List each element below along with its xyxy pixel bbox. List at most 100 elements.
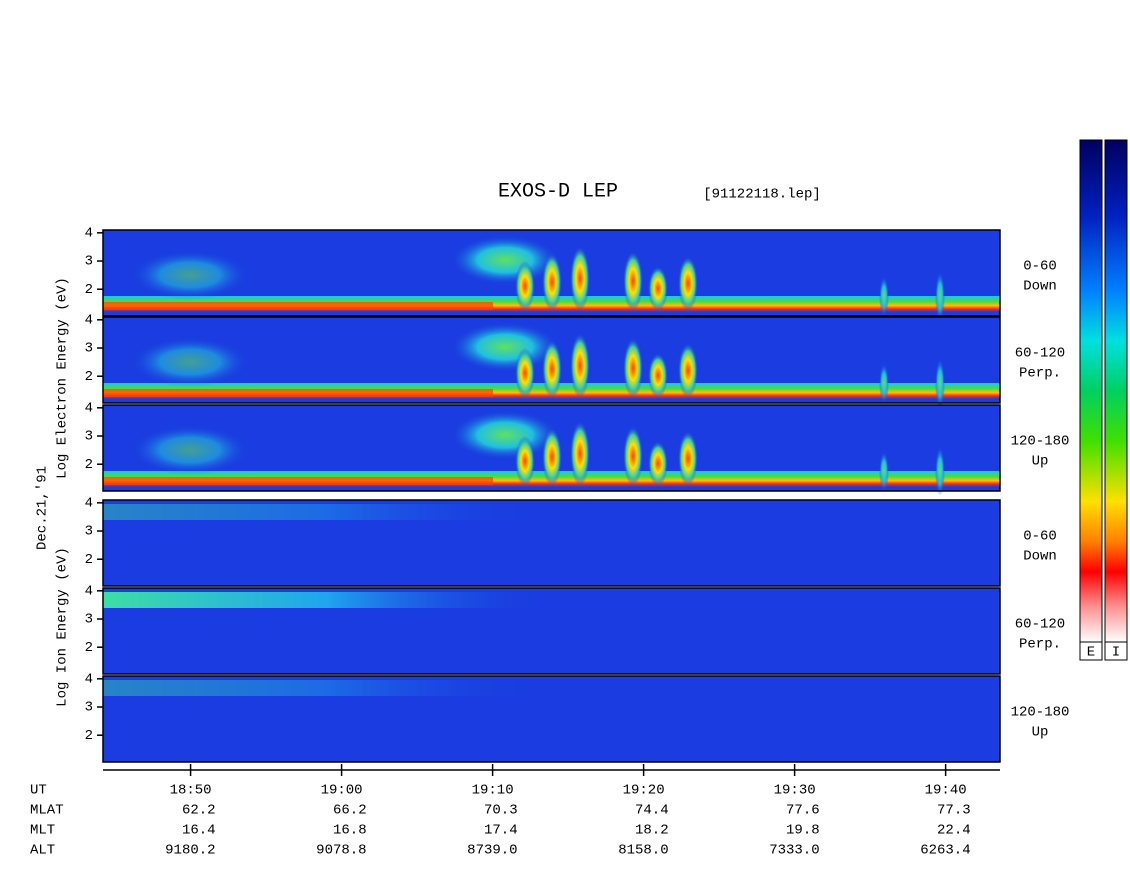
orbit-row-label: UT bbox=[30, 783, 47, 799]
orbit-value: 22.4 bbox=[937, 823, 971, 839]
x-tick-label: 19:10 bbox=[472, 783, 514, 799]
spectrogram-band bbox=[103, 504, 553, 520]
colorbar-box bbox=[1104, 641, 1128, 661]
panel-frame bbox=[102, 499, 1001, 587]
orbit-value: 19.8 bbox=[786, 823, 820, 839]
x-tick-label: 19:20 bbox=[623, 783, 665, 799]
y-tick-label: 2 bbox=[85, 552, 93, 568]
panel-frame bbox=[102, 675, 1001, 763]
panel-label: Up bbox=[1032, 725, 1049, 741]
orbit-value: 17.4 bbox=[484, 823, 518, 839]
orbit-value: 6263.4 bbox=[920, 843, 970, 859]
y-tick-label: 2 bbox=[85, 457, 93, 473]
orbit-row-label: MLT bbox=[30, 823, 55, 839]
y-tick-label: 4 bbox=[85, 226, 93, 242]
spectrogram-feature bbox=[130, 337, 250, 387]
spectrogram-band bbox=[103, 477, 493, 485]
y-axis-label: Log Electron Energy (eV) bbox=[55, 277, 71, 479]
y-tick-label: 3 bbox=[85, 254, 93, 270]
panel-label: 0-60 bbox=[1023, 259, 1057, 275]
orbit-value: 18.2 bbox=[635, 823, 669, 839]
x-tick-label: 19:40 bbox=[925, 783, 967, 799]
spectrogram-feature bbox=[879, 451, 889, 491]
panel-frame bbox=[102, 229, 1001, 317]
spectrogram-feature bbox=[570, 333, 590, 398]
y-tick-label: 2 bbox=[85, 640, 93, 656]
x-tick-label: 19:00 bbox=[321, 783, 363, 799]
panel-label: Down bbox=[1023, 549, 1057, 565]
spectrogram-feature bbox=[570, 246, 590, 311]
y-tick-label: 3 bbox=[85, 429, 93, 445]
orbit-value: 77.6 bbox=[786, 803, 820, 819]
date-label: Dec.21,'91 bbox=[35, 466, 51, 550]
y-tick-label: 4 bbox=[85, 313, 93, 329]
spectrogram-feature bbox=[623, 338, 643, 398]
orbit-value: 9078.8 bbox=[316, 843, 366, 859]
orbit-value: 70.3 bbox=[484, 803, 518, 819]
spectrogram-feature bbox=[678, 343, 698, 398]
colorbar-label: I bbox=[1112, 645, 1120, 661]
x-tick-label: 18:50 bbox=[170, 783, 212, 799]
spectrogram-feature bbox=[648, 353, 668, 398]
spectrogram-feature bbox=[515, 436, 535, 486]
colorbar-label: E bbox=[1087, 645, 1095, 661]
spectrogram-feature bbox=[542, 428, 562, 486]
y-tick-label: 3 bbox=[85, 700, 93, 716]
orbit-value: 62.2 bbox=[182, 803, 216, 819]
spectrogram-feature bbox=[130, 425, 250, 475]
spectrogram-feature bbox=[542, 340, 562, 398]
spectrogram-feature bbox=[879, 363, 889, 403]
y-tick-label: 4 bbox=[85, 672, 93, 688]
colorbar-box bbox=[1079, 641, 1103, 661]
orbit-value: 74.4 bbox=[635, 803, 669, 819]
colorbar bbox=[1079, 139, 1103, 643]
spectrogram-feature bbox=[935, 271, 945, 321]
spectrogram-feature bbox=[678, 431, 698, 486]
orbit-value: 16.4 bbox=[182, 823, 216, 839]
y-tick-label: 3 bbox=[85, 341, 93, 357]
spectrogram-feature bbox=[542, 253, 562, 311]
panel-label: 0-60 bbox=[1023, 529, 1057, 545]
panel-label: 60-120 bbox=[1015, 346, 1065, 362]
spectrogram-feature bbox=[935, 446, 945, 496]
y-tick-label: 2 bbox=[85, 728, 93, 744]
spectrogram-feature bbox=[130, 250, 250, 300]
spectrogram-feature bbox=[515, 348, 535, 398]
spectrogram-feature bbox=[570, 421, 590, 486]
spectrogram-feature bbox=[678, 256, 698, 311]
y-tick-label: 2 bbox=[85, 369, 93, 385]
spectrogram-feature bbox=[879, 276, 889, 316]
panel-label: 120-180 bbox=[1011, 705, 1070, 721]
panel-label: 60-120 bbox=[1015, 617, 1065, 633]
orbit-value: 9180.2 bbox=[165, 843, 215, 859]
orbit-row-label: ALT bbox=[30, 843, 55, 859]
y-axis-label: Log Ion Energy (eV) bbox=[55, 547, 71, 707]
spectrogram-band bbox=[103, 592, 553, 608]
colorbar bbox=[1104, 139, 1128, 643]
spectrogram-feature bbox=[623, 426, 643, 486]
y-tick-label: 3 bbox=[85, 524, 93, 540]
y-tick-label: 2 bbox=[85, 282, 93, 298]
orbit-value: 7333.0 bbox=[769, 843, 819, 859]
spectrogram-band bbox=[103, 389, 493, 397]
orbit-row-label: MLAT bbox=[30, 803, 64, 819]
panel-label: Down bbox=[1023, 279, 1057, 295]
spectrogram-band bbox=[103, 680, 553, 696]
spectrogram-feature bbox=[648, 441, 668, 486]
panel-label: Perp. bbox=[1019, 366, 1061, 382]
orbit-value: 77.3 bbox=[937, 803, 971, 819]
orbit-value: 66.2 bbox=[333, 803, 367, 819]
file-label: [91122118.lep] bbox=[703, 187, 821, 203]
orbit-value: 16.8 bbox=[333, 823, 367, 839]
panel-label: Up bbox=[1032, 454, 1049, 470]
x-tick-label: 19:30 bbox=[774, 783, 816, 799]
spectrogram-feature bbox=[515, 261, 535, 311]
panel-frame bbox=[102, 316, 1001, 404]
panel-frame bbox=[102, 404, 1001, 492]
y-tick-label: 4 bbox=[85, 401, 93, 417]
chart-title: EXOS-D LEP bbox=[498, 180, 618, 203]
spectrogram-feature bbox=[935, 358, 945, 408]
panel-label: Perp. bbox=[1019, 637, 1061, 653]
spectrogram-feature bbox=[623, 251, 643, 311]
